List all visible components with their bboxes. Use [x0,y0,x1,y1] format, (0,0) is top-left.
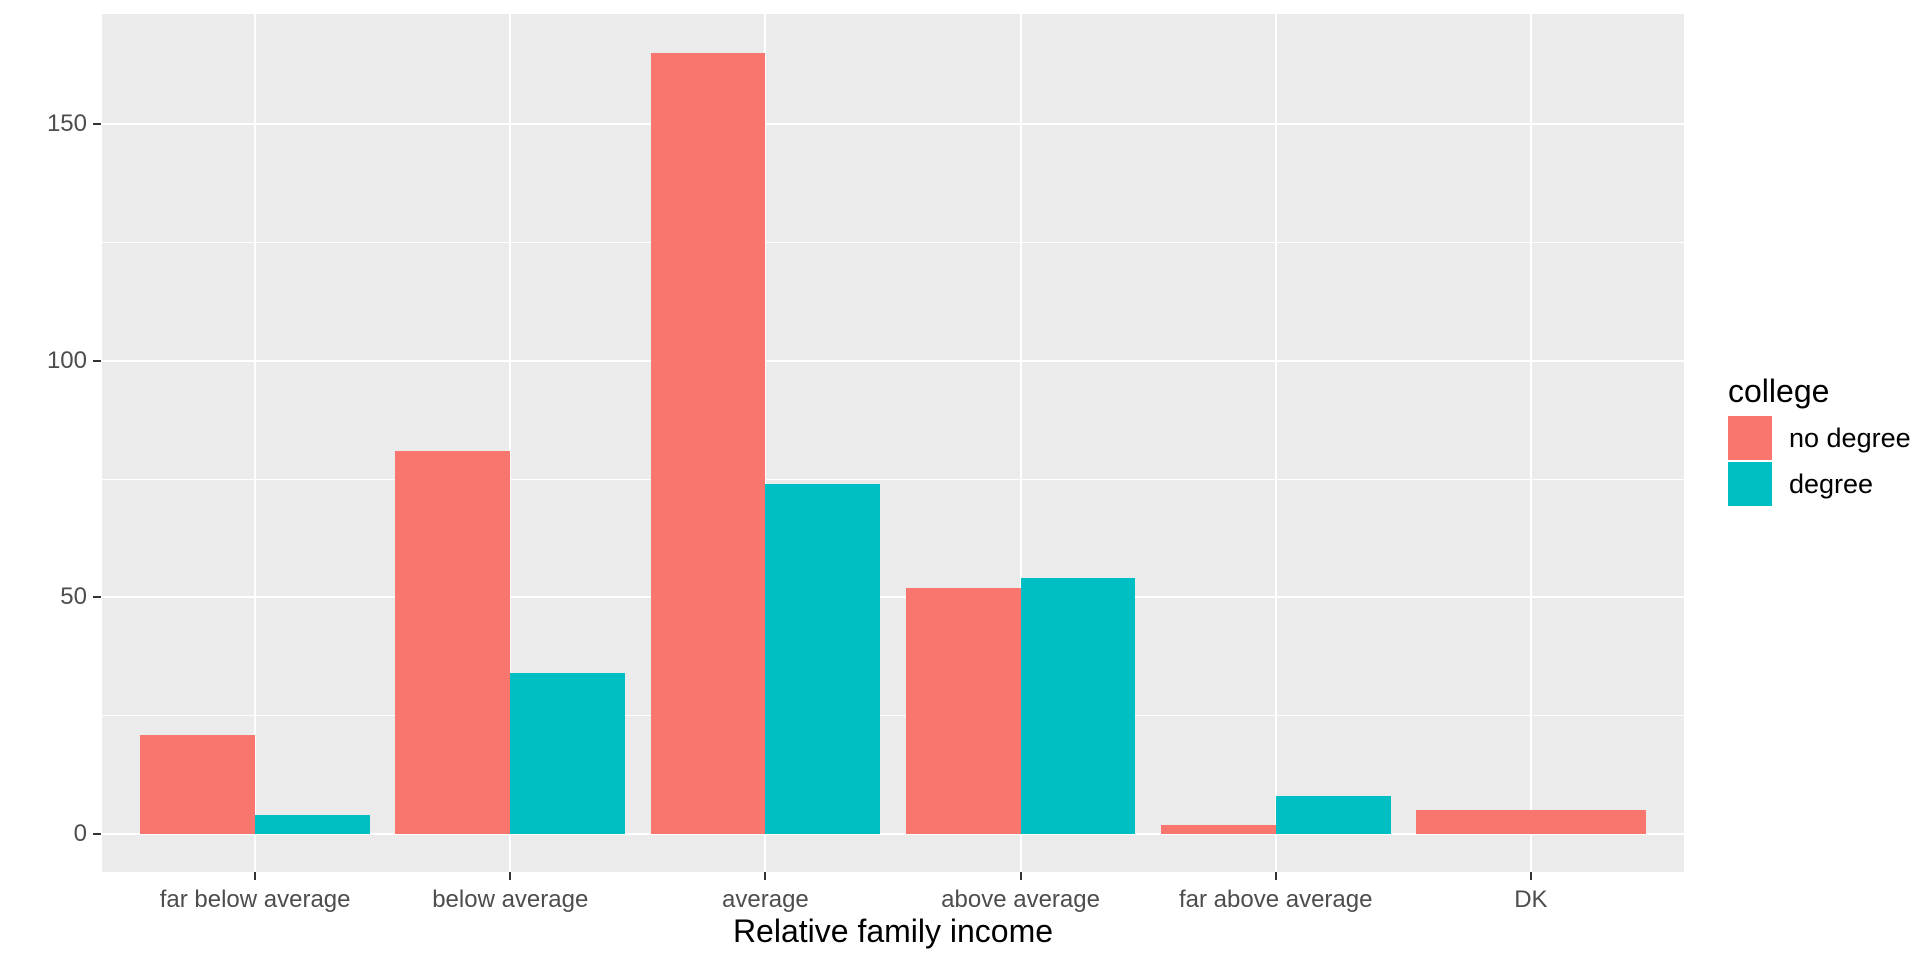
v-gridline-major [1274,14,1277,872]
bar [255,815,370,834]
v-gridline-major [509,14,512,872]
x-tick-label: far below average [159,886,351,913]
x-tick-label: average [722,886,809,913]
h-gridline-minor [102,241,1684,243]
h-gridline-major [102,596,1684,599]
x-tick-mark [1274,872,1277,880]
plot-panel [102,14,1684,872]
legend-title: college [1728,373,1830,409]
bar [140,734,256,834]
x-tick-label: below average [432,886,589,913]
bar [1020,578,1136,834]
y-tick-mark [93,123,101,125]
x-tick-label: far above average [1179,886,1373,913]
x-tick-mark [1019,872,1022,880]
h-gridline-minor [102,478,1684,480]
x-tick-mark [1529,872,1532,880]
bar [1416,810,1646,834]
x-axis-title: Relative family income [732,913,1054,949]
legend-entry: degree [1728,462,1911,506]
h-gridline-major [102,833,1684,835]
y-tick-label: 100 [46,346,87,374]
y-tick-mark [93,596,101,599]
bar [1160,824,1276,834]
legend-entries: no degree degree [1728,416,1911,506]
y-tick-mark [93,359,101,362]
y-tick-label: 0 [73,820,87,847]
x-tick-label: DK [1514,886,1548,913]
legend-entry: no degree [1728,416,1911,460]
legend-key-swatch [1728,416,1772,460]
y-tick-label: 150 [46,110,87,137]
bar [765,483,881,834]
bar [395,450,511,834]
v-gridline-major [764,14,767,872]
x-tick-mark [764,872,767,880]
v-gridline-major [1529,14,1532,872]
bar [650,53,766,834]
legend: college no degree degree [1728,372,1911,508]
bar [905,587,1021,834]
x-tick-label: above average [941,886,1100,913]
v-gridline-major [254,14,257,872]
bar [510,673,626,834]
legend-key-swatch [1728,462,1772,506]
x-tick-mark [509,872,512,880]
legend-label: no degree [1789,422,1911,453]
h-gridline-minor [102,715,1684,717]
y-tick-mark [93,833,101,835]
legend-label: degree [1789,468,1874,499]
bar [1275,796,1391,834]
h-gridline-major [102,359,1684,362]
x-tick-mark [254,872,257,880]
h-gridline-major [102,123,1684,125]
y-tick-label: 50 [60,583,87,611]
v-gridline-major [1019,14,1022,872]
